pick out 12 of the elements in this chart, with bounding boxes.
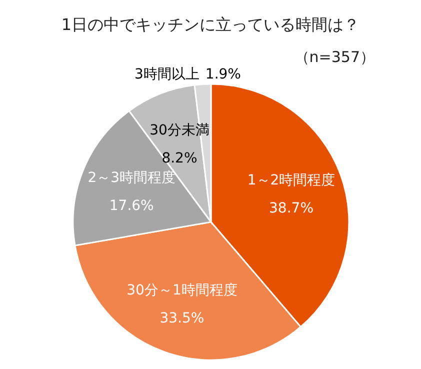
- slice-label: 30分～1時間程度: [126, 282, 238, 298]
- slice-label: 3時間以上: [134, 66, 200, 82]
- chart-title: 1日の中でキッチンに立っている時間は？: [61, 15, 360, 34]
- slice-label: 1～2時間程度: [247, 172, 336, 188]
- chart-subtitle: （n=357）: [294, 48, 375, 66]
- data-label: 38.7%: [269, 200, 314, 216]
- data-label: 33.5%: [160, 310, 204, 326]
- data-label: 17.6%: [109, 198, 154, 214]
- data-label: 8.2%: [162, 150, 198, 166]
- slice-label: 2～3時間程度: [88, 170, 176, 186]
- slice-label: 30分未満: [150, 122, 210, 138]
- data-label: 1.9%: [205, 66, 241, 82]
